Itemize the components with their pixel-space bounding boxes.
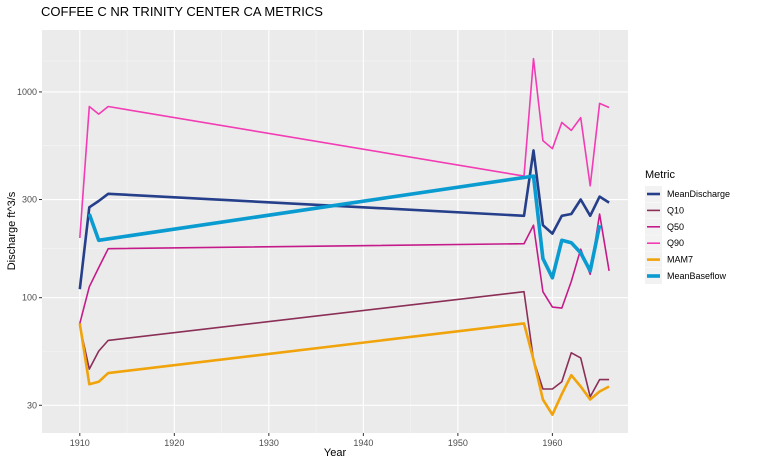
series-line-mam7 — [78, 322, 610, 416]
y-tick-label: 100 — [22, 293, 37, 303]
x-tick-label: 1960 — [542, 438, 562, 448]
x-axis: 1910 1920 1930 1940 1950 1960 — [70, 433, 562, 448]
y-tick-label: 300 — [22, 195, 37, 205]
legend-label-meandischarge: MeanDischarge — [667, 189, 730, 199]
legend-label-q10: Q10 — [667, 205, 684, 215]
x-axis-label: Year — [324, 447, 347, 459]
legend-title: Metric — [645, 169, 675, 181]
chart-title: COFFEE C NR TRINITY CENTER CA METRICS — [41, 4, 323, 19]
legend-label-meanbaseflow: MeanBaseflow — [667, 271, 727, 281]
legend-label-q90: Q90 — [667, 238, 684, 248]
x-tick-label: 1920 — [164, 438, 184, 448]
legend: Metric MeanDischarge Q10 Q50 Q90 MAM7 MeanBas… — [645, 169, 730, 284]
legend-label-q50: Q50 — [667, 222, 684, 232]
x-tick-label: 1930 — [259, 438, 279, 448]
series-line-q10 — [79, 290, 610, 398]
series-line-meandischarge — [78, 149, 610, 290]
series-line-q90 — [79, 57, 610, 239]
y-tick-label: 30 — [27, 400, 37, 410]
legend-label-mam7: MAM7 — [667, 255, 693, 265]
x-tick-label: 1950 — [448, 438, 468, 448]
x-tick-label: 1910 — [70, 438, 90, 448]
y-tick-label: 1000 — [17, 87, 37, 97]
series-layer — [78, 57, 610, 416]
y-axis-label: Discharge ft^3/s — [6, 191, 18, 270]
y-axis: 30 100 300 1000 — [17, 87, 42, 410]
x-tick-label: 1940 — [353, 438, 373, 448]
series-line-meanbaseflow — [87, 174, 602, 280]
